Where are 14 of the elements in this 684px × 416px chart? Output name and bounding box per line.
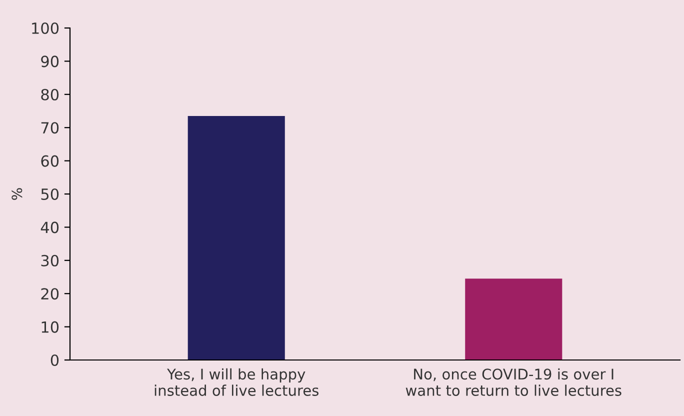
y-tick-label: 60	[41, 155, 59, 167]
y-tick-label: 10	[42, 321, 59, 333]
y-tick-label: 40	[40, 222, 59, 234]
y-tick-label: 90	[41, 56, 59, 68]
y-tick-label: 30	[41, 254, 59, 266]
y-axis-title: %	[12, 188, 22, 200]
x-tick-label: No, once COVID-19 is over I want to return to live lectures	[406, 368, 622, 396]
y-tick-label: 50	[41, 188, 59, 200]
y-tick-label: 70	[41, 122, 59, 134]
y-tick-label: 80	[41, 88, 59, 100]
y-tick-label: 0	[50, 354, 59, 366]
y-tick-label: 100	[32, 22, 59, 34]
y-tick-label: 20	[41, 288, 59, 300]
x-tick-label: Yes, I will be happy instead of live lectures	[154, 368, 318, 396]
